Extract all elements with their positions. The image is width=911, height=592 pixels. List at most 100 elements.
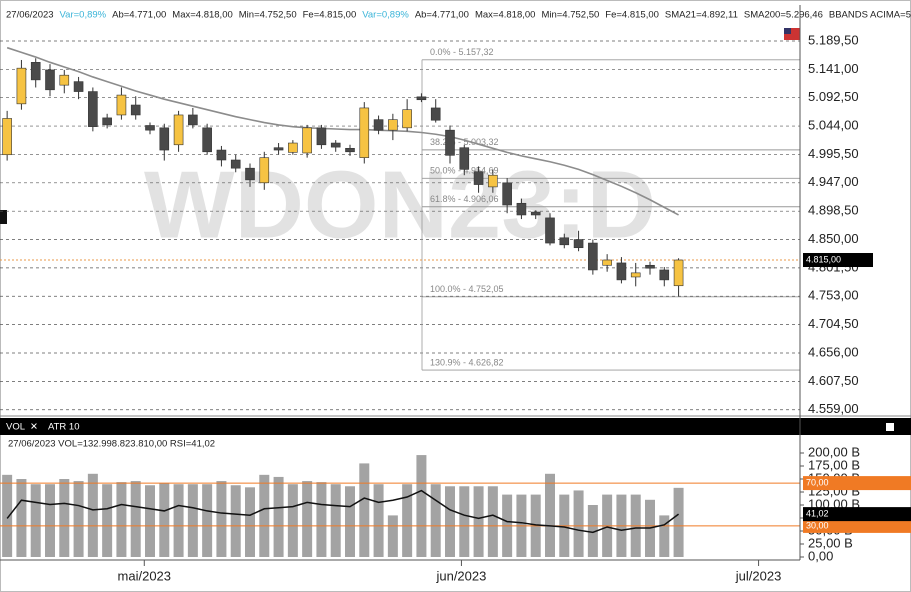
y-tick-label: 25,00 B <box>808 535 853 550</box>
candle-body <box>302 127 312 154</box>
header-item: Max=4.818,00 <box>475 10 535 21</box>
header-item: Var=0,89% <box>362 10 409 21</box>
volume-bar <box>302 481 313 557</box>
volume-bar <box>116 482 127 557</box>
rsi-level-label: 30,00 <box>806 520 829 530</box>
candle-body <box>573 239 584 249</box>
volume-bar <box>130 481 141 557</box>
header-item: Min=4.752,50 <box>541 10 599 21</box>
candle-body <box>159 127 170 151</box>
indicator-info: 27/06/2023 VOL=132.998.823.810,00 RSI=41… <box>8 439 215 450</box>
volume-bar <box>73 481 84 557</box>
volume-bar <box>587 505 598 557</box>
volume-bar <box>316 482 327 557</box>
volume-bar <box>373 484 384 557</box>
volume-bar <box>87 473 98 557</box>
candle-body <box>16 67 27 105</box>
watermark: WDON23:D <box>144 151 656 258</box>
rsi-last-box <box>803 507 911 522</box>
y-tick-label: 4.607,50 <box>808 373 859 388</box>
volume-bar <box>487 486 498 557</box>
candle-body <box>473 171 484 185</box>
volume-bar <box>202 484 213 557</box>
candle-body <box>316 127 327 146</box>
fib-label: 130.9% - 4.626,82 <box>430 357 504 367</box>
volume-bar <box>573 490 584 557</box>
side-handle[interactable] <box>0 210 7 224</box>
y-tick-label: 4.559,00 <box>808 401 859 416</box>
header-item: Min=4.752,50 <box>239 10 297 21</box>
candle-body <box>630 272 641 278</box>
y-tick-label: 5.044,00 <box>808 118 859 133</box>
header-item: Ab=4.771,00 <box>415 10 469 21</box>
y-tick-label: 4.753,00 <box>808 288 859 303</box>
fib-label: 61.8% - 4.906,06 <box>430 194 499 204</box>
candle-body <box>416 96 427 101</box>
candle-body <box>588 242 598 271</box>
header-item: 27/06/2023 <box>6 10 54 21</box>
candle-body <box>445 129 455 156</box>
candle-body <box>459 147 470 170</box>
toolbar-item[interactable]: ATR 10 <box>48 422 80 433</box>
candle-body <box>145 125 155 131</box>
volume-bar <box>16 479 27 557</box>
volume-bar <box>230 485 241 557</box>
volume-bar <box>330 484 341 557</box>
volume-bar <box>673 487 684 557</box>
volume-bar <box>387 515 398 557</box>
header-item: Fe=4.815,00 <box>303 10 357 21</box>
rsi-level-box <box>803 476 911 491</box>
candle-body <box>545 217 555 244</box>
flag-icon-canton <box>784 28 791 34</box>
candle-body <box>373 119 384 131</box>
fib-label: 38.2% - 5.003,32 <box>430 137 499 147</box>
y-tick-label: 4.850,00 <box>808 231 859 246</box>
volume-bar <box>287 484 298 557</box>
volume-bar <box>416 455 427 557</box>
header-item: Max=4.818,00 <box>172 10 232 21</box>
panel-icon[interactable] <box>886 423 894 431</box>
candle-body <box>488 174 498 188</box>
volume-bar <box>345 486 355 557</box>
volume-bar <box>187 484 198 557</box>
y-tick-label: 0,00 <box>808 548 833 563</box>
y-tick-label: 5.092,50 <box>808 89 859 104</box>
candle-body <box>402 109 412 129</box>
header-item: Fe=4.815,00 <box>605 10 659 21</box>
volume-bar <box>159 483 170 557</box>
candle-body <box>188 114 198 126</box>
candle-body <box>102 117 112 126</box>
volume-bar <box>473 486 484 557</box>
candle-body <box>130 104 141 116</box>
volume-bar <box>545 473 555 557</box>
candle-body <box>273 147 284 151</box>
y-tick-label: 4.704,50 <box>808 316 859 331</box>
volume-bar <box>245 487 255 557</box>
volume-bar <box>445 486 455 557</box>
header-item: Var=0,89% <box>60 10 107 21</box>
y-tick-label: 175,00 B <box>808 457 860 472</box>
volume-bar <box>359 463 370 557</box>
header-item: SMA21=4.892,11 <box>665 10 738 21</box>
header-item: Ab=4.771,00 <box>112 10 166 21</box>
candle-body <box>673 259 684 287</box>
fib-label: 100.0% - 4.752,05 <box>430 284 504 294</box>
candle-body <box>502 182 512 206</box>
rsi-level-label: 70,00 <box>806 477 829 487</box>
candle-body <box>388 119 398 131</box>
volume-bar <box>659 515 670 557</box>
candle-body <box>259 157 270 184</box>
volume-bar <box>459 486 470 557</box>
candle-body <box>602 259 612 266</box>
volume-bar <box>216 481 227 557</box>
candle-body <box>359 107 370 158</box>
candle-body <box>245 167 255 181</box>
toolbar-close[interactable]: ✕ <box>30 422 38 433</box>
last-price-label: 4.815,00 <box>806 254 841 264</box>
x-tick-label: jul/2023 <box>735 568 782 583</box>
y-tick-label: 4.995,50 <box>808 146 859 161</box>
toolbar-item[interactable]: VOL <box>6 422 25 433</box>
rsi-level-box <box>803 518 911 533</box>
x-tick-label: mai/2023 <box>118 568 171 583</box>
